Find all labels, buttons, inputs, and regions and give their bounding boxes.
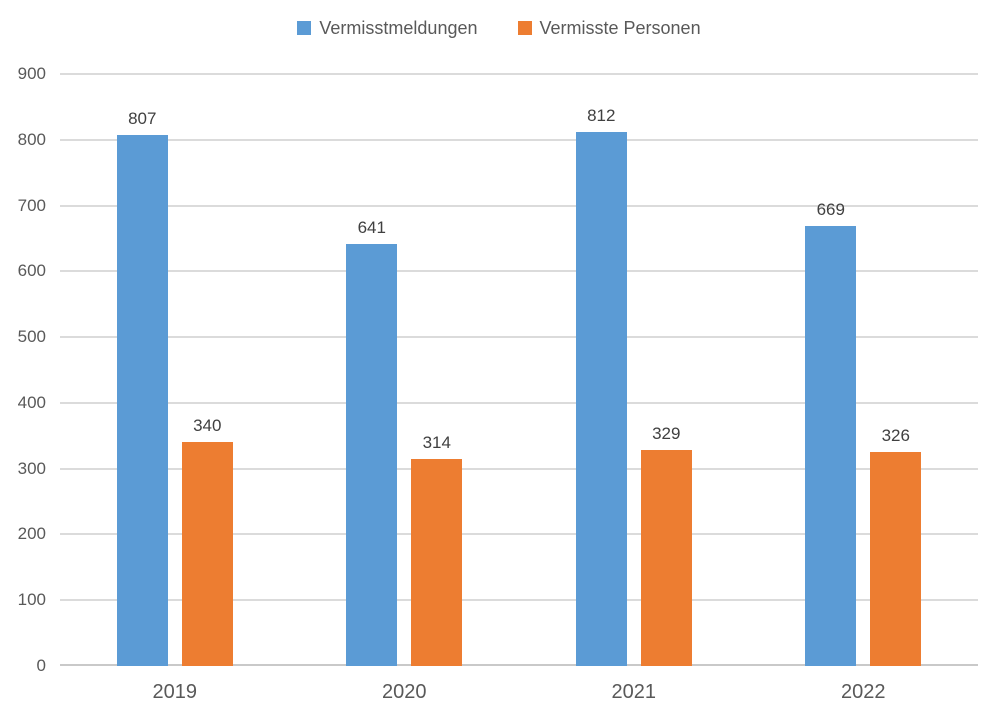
bar-vermisstmeldungen-2019 (116, 135, 168, 666)
legend: Vermisstmeldungen Vermisste Personen (0, 17, 998, 39)
legend-item-vermisstmeldungen: Vermisstmeldungen (297, 17, 478, 39)
data-label-vermisstmeldungen-2019: 807 (128, 109, 157, 129)
y-tick-700: 700 (17, 195, 46, 215)
gridline-600 (60, 270, 978, 273)
bar-vermisstmeldungen-2021 (575, 131, 627, 666)
legend-label-vermisste-personen: Vermisste Personen (539, 18, 701, 38)
data-label-vermisstmeldungen-2020: 641 (357, 218, 386, 238)
legend-label-vermisstmeldungen: Vermisstmeldungen (319, 18, 478, 38)
bar-vermisste-personen-2019 (181, 442, 233, 666)
gridline-300 (60, 467, 978, 470)
x-label-2022: 2022 (841, 681, 886, 703)
y-tick-0: 0 (36, 656, 46, 675)
gridline-500 (60, 336, 978, 339)
legend-item-vermisste-personen: Vermisste Personen (517, 17, 701, 39)
y-tick-800: 800 (17, 129, 46, 149)
plot-area: 0 100 200 300 400 500 600 700 800 900 807 340 2019 64… (18, 64, 978, 703)
data-label-vermisste-personen-2020: 314 (422, 433, 451, 453)
y-tick-500: 500 (17, 327, 46, 347)
bar-vermisste-personen-2021 (640, 449, 692, 666)
data-label-vermisste-personen-2022: 326 (881, 425, 910, 445)
y-tick-300: 300 (17, 458, 46, 478)
gridline-400 (60, 401, 978, 404)
data-label-vermisste-personen-2019: 340 (193, 416, 222, 436)
bar-vermisstmeldungen-2022 (805, 225, 857, 666)
legend-swatch-vermisste-personen (517, 21, 532, 35)
y-tick-600: 600 (17, 261, 46, 281)
bar-vermisstmeldungen-2020 (346, 244, 398, 666)
data-label-vermisstmeldungen-2022: 669 (816, 199, 845, 219)
x-label-2020: 2020 (382, 681, 427, 703)
gridline-700 (60, 204, 978, 207)
bar-vermisste-personen-2020 (411, 459, 463, 666)
x-label-2021: 2021 (611, 681, 657, 703)
gridline-800 (60, 138, 978, 141)
data-label-vermisste-personen-2021: 329 (652, 423, 681, 443)
legend-swatch-vermisstmeldungen (297, 21, 312, 35)
y-tick-200: 200 (17, 524, 46, 544)
gridline-900 (60, 73, 978, 75)
y-tick-400: 400 (17, 392, 46, 412)
gridline-200 (60, 533, 978, 536)
y-tick-100: 100 (17, 590, 46, 610)
data-label-vermisstmeldungen-2021: 812 (587, 105, 616, 125)
x-axis-line (60, 664, 978, 666)
bar-vermisste-personen-2022 (870, 451, 922, 666)
x-label-2019: 2019 (152, 681, 198, 703)
y-tick-900: 900 (17, 64, 46, 83)
gridline-100 (60, 599, 978, 602)
